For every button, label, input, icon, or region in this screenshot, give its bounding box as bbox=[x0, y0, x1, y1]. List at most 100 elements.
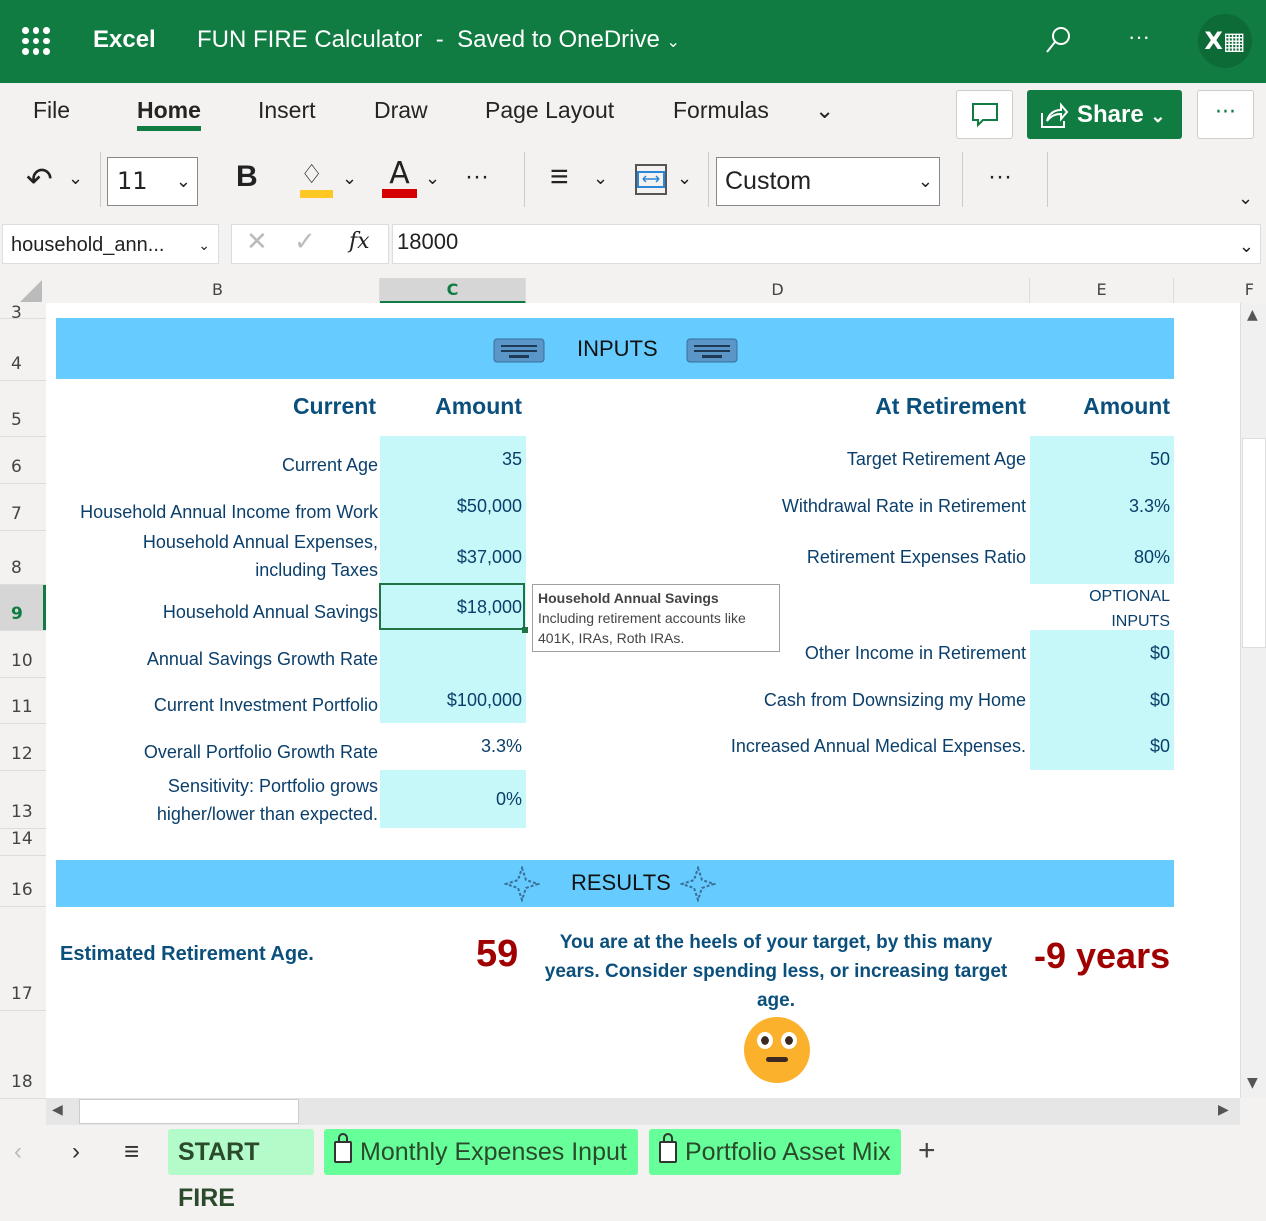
share-icon bbox=[1041, 102, 1069, 128]
scroll-right-icon[interactable]: ▶ bbox=[1218, 1102, 1229, 1118]
input-cell[interactable]: $100,000 bbox=[380, 677, 526, 723]
chevron-down-icon: ⌄ bbox=[1238, 236, 1254, 256]
horizontal-scrollbar[interactable]: ◀ ▶ bbox=[46, 1098, 1240, 1125]
cancel-icon[interactable]: ✕ bbox=[246, 227, 268, 257]
add-sheet-icon[interactable]: + bbox=[918, 1134, 936, 1167]
scroll-down-icon[interactable]: ▼ bbox=[1247, 1075, 1258, 1091]
scroll-up-icon[interactable]: ▲ bbox=[1247, 307, 1258, 323]
column-header-d[interactable]: D bbox=[526, 278, 1030, 304]
more-tabs-chevron-icon[interactable]: ⌄ bbox=[815, 97, 835, 123]
keyboard-icon bbox=[686, 338, 738, 363]
amount-header-right: Amount bbox=[1083, 393, 1170, 419]
confirm-icon[interactable]: ✓ bbox=[294, 227, 316, 257]
sheet-grid[interactable]: INPUTS Current Amount At Retirement Amou… bbox=[46, 303, 1240, 1098]
tab-draw[interactable]: Draw bbox=[374, 97, 428, 123]
chevron-down-icon[interactable]: ⌄ bbox=[342, 168, 358, 188]
input-cell[interactable]: 3.3% bbox=[480, 736, 522, 756]
fill-handle[interactable] bbox=[522, 627, 528, 633]
row-header[interactable]: 5 bbox=[11, 410, 22, 430]
tab-page-layout[interactable]: Page Layout bbox=[485, 97, 615, 123]
column-header-e[interactable]: E bbox=[1030, 278, 1174, 304]
font-color-icon[interactable]: A bbox=[382, 158, 417, 198]
retirement-input-cell[interactable]: 3.3% bbox=[1030, 483, 1174, 530]
fill-color-icon[interactable]: ♢ bbox=[300, 160, 333, 198]
column-header-b[interactable]: B bbox=[56, 278, 380, 304]
font-size-select[interactable]: 11 ⌄ bbox=[107, 157, 198, 206]
select-all-button[interactable] bbox=[20, 280, 42, 302]
row-header[interactable]: 4 bbox=[11, 354, 22, 374]
next-sheet-icon[interactable]: › bbox=[72, 1138, 80, 1165]
chevron-down-icon[interactable]: ⌄ bbox=[677, 168, 693, 188]
row-header[interactable]: 6 bbox=[11, 457, 22, 477]
vertical-scrollbar[interactable]: ▲ ▼ bbox=[1240, 303, 1266, 1098]
horizontal-scroll-thumb[interactable] bbox=[79, 1099, 299, 1124]
document-title[interactable]: FUN FIRE Calculator - Saved to OneDrive … bbox=[197, 26, 680, 53]
ribbon-more-button[interactable]: ··· bbox=[1197, 90, 1254, 139]
app-launcher-icon[interactable] bbox=[22, 27, 50, 55]
selected-cell[interactable] bbox=[379, 583, 525, 630]
sheet-tab[interactable]: Monthly Expenses Input bbox=[324, 1129, 638, 1175]
input-cell[interactable]: $37,000 bbox=[380, 530, 526, 584]
merge-cells-icon[interactable] bbox=[635, 164, 667, 196]
retirement-input-cell[interactable]: 50 bbox=[1030, 436, 1174, 483]
input-cell[interactable]: 0% bbox=[380, 770, 526, 828]
sheet-tab[interactable]: Portfolio Asset Mix bbox=[649, 1129, 901, 1175]
tab-formulas[interactable]: Formulas bbox=[673, 97, 769, 123]
name-box[interactable]: household_ann... ⌄ bbox=[2, 224, 219, 264]
input-label: Annual Savings Growth Rate bbox=[146, 649, 378, 669]
row-header[interactable]: 12 bbox=[11, 744, 33, 764]
column-header-f[interactable]: F bbox=[1244, 280, 1254, 299]
chevron-down-icon[interactable]: ⌄ bbox=[593, 168, 609, 188]
row-header[interactable]: 8 bbox=[11, 558, 22, 578]
row-header[interactable]: 7 bbox=[11, 504, 22, 524]
vertical-scroll-thumb[interactable] bbox=[1242, 438, 1266, 648]
undo-icon[interactable]: ↶ bbox=[26, 161, 53, 197]
align-icon[interactable]: ≡ bbox=[550, 158, 569, 194]
insert-function-icon[interactable]: fx bbox=[349, 229, 370, 254]
bold-icon[interactable]: B bbox=[236, 160, 258, 193]
input-cell[interactable]: $50,000 bbox=[380, 483, 526, 530]
input-label: Current Investment Portfolio bbox=[153, 695, 378, 715]
input-cell[interactable]: $18,000 bbox=[380, 584, 526, 630]
excel-logo-icon: X▦ bbox=[1198, 14, 1252, 68]
row-header[interactable]: 14 bbox=[11, 829, 33, 849]
tab-home[interactable]: Home bbox=[137, 97, 201, 131]
row-header[interactable]: 17 bbox=[11, 984, 33, 1004]
formula-input[interactable]: 18000 ⌄ bbox=[392, 224, 1261, 264]
retirement-input-cell[interactable]: $0 bbox=[1030, 723, 1174, 770]
app-name[interactable]: Excel bbox=[93, 26, 156, 53]
row-header[interactable]: 10 bbox=[11, 651, 33, 671]
input-message-tooltip: Household Annual Savings Including retir… bbox=[532, 584, 780, 652]
expand-ribbon-chevron-icon[interactable]: ⌄ bbox=[1238, 188, 1254, 208]
more-commands-icon[interactable]: ··· bbox=[988, 163, 1012, 190]
share-button[interactable]: Share ⌄ bbox=[1027, 90, 1182, 139]
input-cell[interactable] bbox=[380, 630, 526, 677]
scroll-left-icon[interactable]: ◀ bbox=[52, 1102, 63, 1118]
retirement-input-label: Other Income in Retirement bbox=[804, 643, 1026, 663]
row-header[interactable]: 13 bbox=[11, 802, 33, 822]
previous-sheet-icon[interactable]: ‹ bbox=[14, 1138, 22, 1165]
chevron-down-icon[interactable]: ⌄ bbox=[425, 168, 441, 188]
row-header[interactable]: 11 bbox=[11, 697, 33, 717]
tab-insert[interactable]: Insert bbox=[258, 97, 316, 123]
retirement-input-cell[interactable]: 80% bbox=[1030, 530, 1174, 584]
retirement-input-label: Retirement Expenses Ratio bbox=[806, 547, 1026, 567]
all-sheets-menu-icon[interactable]: ≡ bbox=[124, 1136, 140, 1166]
input-cell[interactable]: 35 bbox=[380, 436, 526, 483]
column-header-c[interactable]: C bbox=[380, 278, 526, 304]
tab-file[interactable]: File bbox=[33, 97, 71, 123]
row-header[interactable]: 3 bbox=[11, 303, 22, 323]
inputs-banner: INPUTS bbox=[56, 318, 1174, 379]
row-header[interactable]: 18 bbox=[11, 1072, 33, 1092]
comments-button[interactable] bbox=[956, 90, 1013, 139]
retirement-input-cell[interactable]: $0 bbox=[1030, 677, 1174, 723]
row-header[interactable]: 16 bbox=[11, 880, 33, 900]
number-format-select[interactable]: Custom ⌄ bbox=[716, 157, 940, 206]
more-options-icon[interactable]: ··· bbox=[1128, 24, 1150, 49]
row-header[interactable]: 9 bbox=[11, 604, 23, 624]
more-formatting-icon[interactable]: ··· bbox=[465, 163, 489, 190]
sheet-tab[interactable]: START FIRE bbox=[168, 1129, 314, 1212]
search-icon[interactable] bbox=[1043, 25, 1073, 55]
retirement-input-cell[interactable]: $0 bbox=[1030, 630, 1174, 677]
undo-dropdown-chevron-icon[interactable]: ⌄ bbox=[68, 168, 84, 188]
